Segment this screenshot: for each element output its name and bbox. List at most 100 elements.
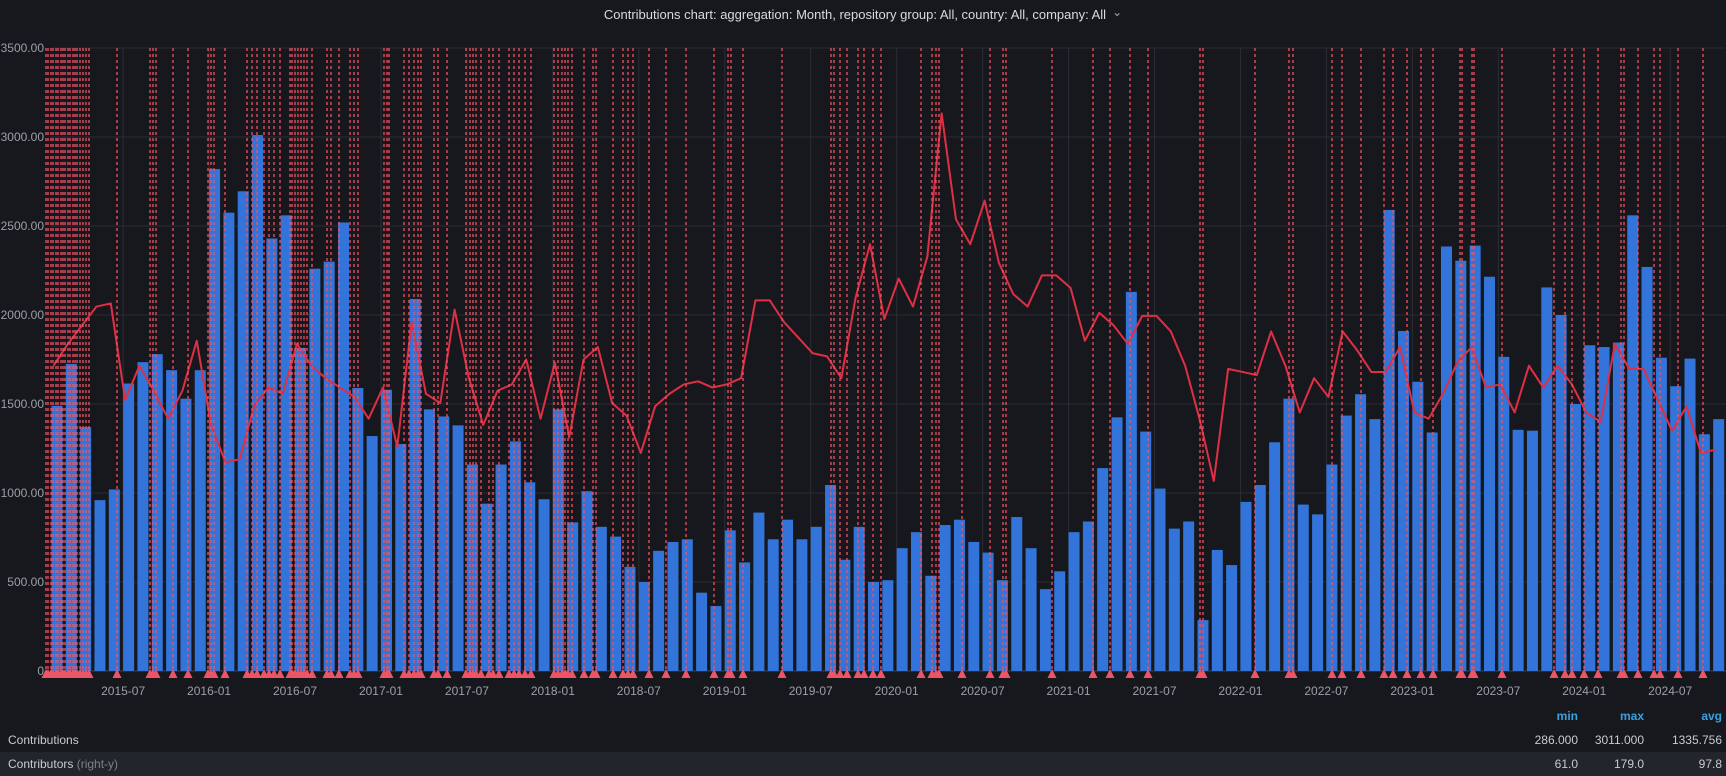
contributors-avg: 97.8 <box>1698 757 1722 771</box>
bar <box>466 464 478 671</box>
annotation-marker-icon <box>526 669 536 678</box>
contributions-min: 286.000 <box>1534 733 1578 747</box>
bar <box>337 222 349 671</box>
bar <box>839 559 851 671</box>
bar <box>853 526 865 671</box>
annotation-marker-icon <box>326 669 336 678</box>
legend-col-min[interactable]: min <box>1556 709 1578 723</box>
bar <box>123 383 135 671</box>
bar <box>1025 548 1037 671</box>
svg-text:1000.00: 1000.00 <box>1 486 45 500</box>
bar <box>1584 345 1596 671</box>
svg-text:2020-07: 2020-07 <box>961 684 1005 698</box>
annotation-marker-icon <box>1428 669 1438 678</box>
annotation-marker-icon <box>859 669 869 678</box>
legend-col-avg[interactable]: avg <box>1701 709 1722 723</box>
annotation-marker-icon <box>209 669 219 678</box>
annotation-marker-icon <box>1088 669 1098 678</box>
svg-text:2016-07: 2016-07 <box>273 684 317 698</box>
x-axis-labels: 2015-07 2016-01 2016-07 2017-01 2017-07 2018-… <box>101 684 1692 698</box>
bar <box>910 532 922 671</box>
bar <box>237 191 249 672</box>
bar <box>1398 331 1410 671</box>
bar <box>810 526 822 671</box>
legend-row-contributors[interactable]: Contributors (right-y) 61.0 179.0 97.8 <box>0 752 1726 776</box>
bar <box>524 482 536 671</box>
bar <box>1555 315 1567 671</box>
bar <box>395 444 407 671</box>
bar <box>953 519 965 671</box>
legend-row-contributions[interactable]: Contributions 286.000 3011.000 1335.756 <box>0 728 1726 752</box>
annotation-marker-icon <box>1673 669 1683 678</box>
legend-col-max[interactable]: max <box>1619 709 1644 723</box>
bar <box>581 491 593 671</box>
contributions-max: 3011.000 <box>1594 733 1644 747</box>
svg-text:2023-07: 2023-07 <box>1476 684 1520 698</box>
annotation-marker-icon <box>494 669 504 678</box>
annotation-marker-icon <box>1143 669 1153 678</box>
bar <box>1168 528 1180 671</box>
annotation-marker-icon <box>709 669 719 678</box>
bar <box>94 500 106 671</box>
bar <box>681 539 693 671</box>
bar <box>1154 488 1166 671</box>
y-axis-labels: 3500.00 3000.00 2500.00 2000.00 1500.00 1000.… <box>1 41 45 678</box>
annotation-marker-icon <box>1579 669 1589 678</box>
annotation-marker-icon <box>1379 669 1389 678</box>
annotation-marker-icon <box>661 669 671 678</box>
legend-series-contributions[interactable]: Contributions <box>8 733 79 747</box>
bar <box>638 582 650 671</box>
annotation-marker-icon <box>1619 669 1629 678</box>
bar <box>1469 245 1481 671</box>
panel-title-button[interactable]: Contributions chart: aggregation: Month,… <box>603 6 1122 22</box>
chart-plot[interactable]: 3500.00 3000.00 2500.00 2000.00 1500.00 1000.… <box>0 0 1726 704</box>
svg-text:3500.00: 3500.00 <box>1 41 45 55</box>
bar <box>1125 291 1137 671</box>
annotation-marker-icon <box>433 669 443 678</box>
bar <box>925 575 937 671</box>
annotation-marker-icon <box>1633 669 1643 678</box>
annotation-marker-icon <box>608 669 618 678</box>
bar <box>567 522 579 671</box>
bar <box>1441 246 1453 671</box>
bar <box>51 405 63 671</box>
svg-text:2021-07: 2021-07 <box>1132 684 1176 698</box>
bar <box>1183 521 1195 671</box>
annotation-marker-icon <box>777 669 787 678</box>
legend-series-contributors[interactable]: Contributors (right-y) <box>8 757 119 771</box>
bar <box>610 536 622 671</box>
svg-text:2019-01: 2019-01 <box>703 684 747 698</box>
bar <box>151 354 163 671</box>
annotation-marker-icon <box>1337 669 1347 678</box>
svg-text:2020-01: 2020-01 <box>875 684 919 698</box>
svg-text:2016-01: 2016-01 <box>187 684 231 698</box>
bar <box>80 427 92 671</box>
annotation-marker-icon <box>1567 669 1577 678</box>
annotation-marker-icon <box>1250 669 1260 678</box>
svg-text:2015-07: 2015-07 <box>101 684 145 698</box>
annotation-marker-icon <box>1593 669 1603 678</box>
bar <box>1412 381 1424 671</box>
annotation-marker-icon <box>1655 669 1665 678</box>
bar <box>767 539 779 671</box>
annotation-marker-icon <box>985 669 995 678</box>
annotation-marker-icon <box>591 669 601 678</box>
annotation-marker-icon <box>1327 669 1337 678</box>
annotation-marker-icon <box>681 669 691 678</box>
svg-text:500.00: 500.00 <box>7 575 44 589</box>
panel-title-text: Contributions chart: aggregation: Month,… <box>603 6 1107 22</box>
bar <box>1612 342 1624 671</box>
bar <box>509 441 521 671</box>
annotation-marker-icon <box>868 669 878 678</box>
bar <box>595 526 607 671</box>
annotation-marker-icon <box>853 669 863 678</box>
svg-text:1500.00: 1500.00 <box>1 397 45 411</box>
bar <box>982 552 994 671</box>
annotation-marker-icon <box>1549 669 1559 678</box>
bar <box>538 499 550 671</box>
bar <box>724 530 736 671</box>
annotation-marker-icon <box>520 669 530 678</box>
bar <box>1713 419 1725 671</box>
annotation-marker-icon <box>514 669 524 678</box>
bar <box>137 362 149 671</box>
